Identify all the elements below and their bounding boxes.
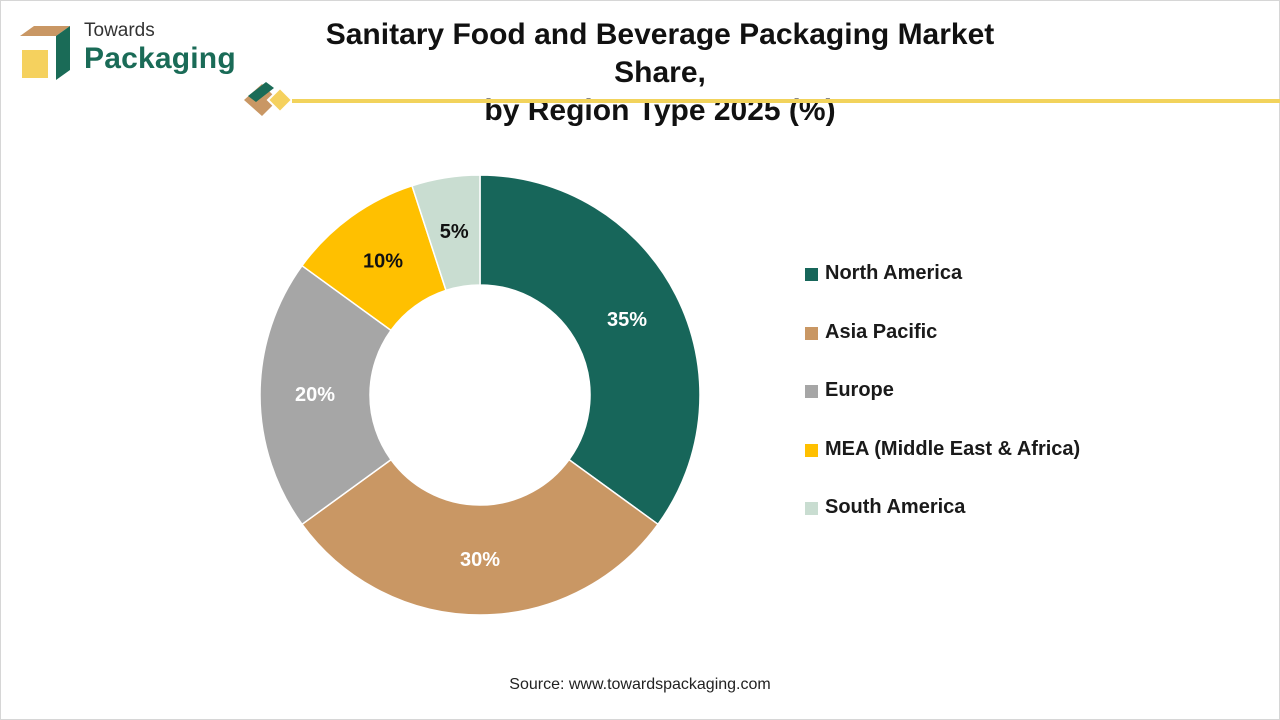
legend-label: North America — [825, 262, 963, 284]
donut-chart: 35% 30% 20% 10% 5% — [259, 174, 701, 616]
legend-swatch — [805, 268, 818, 281]
legend-label: Asia Pacific — [825, 320, 938, 343]
legend-label: Europe — [825, 379, 894, 401]
source-note: Source: www.towardspackaging.com — [509, 676, 771, 693]
legend-label: MEA (Middle East & Africa) — [825, 437, 1081, 460]
legend-item: North America — [805, 262, 1080, 321]
legend-swatch — [805, 326, 818, 340]
legend-item: Asia Pacific — [805, 321, 1080, 380]
data-label-4: 5% — [440, 221, 469, 243]
slice-north-america — [479, 174, 701, 526]
slice-asia-pacific — [300, 458, 660, 616]
chart-legend: North America Asia Pacific Europe MEA (Midd… — [805, 262, 1080, 555]
data-label-2: 20% — [295, 384, 335, 406]
chart-title-line1: Sanitary Food and Beverage Packaging Mar… — [325, 18, 995, 89]
divider-green-icon — [248, 82, 274, 102]
legend-item: Europe — [805, 379, 1080, 438]
title-divider — [244, 82, 1280, 116]
slice-south-america — [411, 174, 481, 292]
divider-yellow-diamond-icon — [266, 86, 294, 114]
brand-name-top: Towards — [84, 20, 155, 41]
legend-item: MEA (Middle East & Africa) — [805, 438, 1080, 497]
legend-item: South America — [805, 496, 1080, 555]
divider-tan-icon — [244, 84, 278, 116]
data-label-1: 30% — [460, 549, 500, 571]
legend-label: South America — [825, 496, 966, 518]
box-logo-icon — [20, 26, 70, 80]
data-label-3: 10% — [363, 251, 403, 273]
legend-swatch — [805, 385, 818, 398]
slice-europe — [259, 264, 393, 526]
brand-name-bottom: Packaging — [84, 42, 236, 75]
legend-swatch — [805, 502, 818, 515]
data-label-0: 35% — [607, 309, 647, 331]
divider-line — [292, 99, 1280, 103]
brand-logo: Towards Packaging — [16, 18, 246, 84]
legend-swatch — [805, 443, 818, 457]
